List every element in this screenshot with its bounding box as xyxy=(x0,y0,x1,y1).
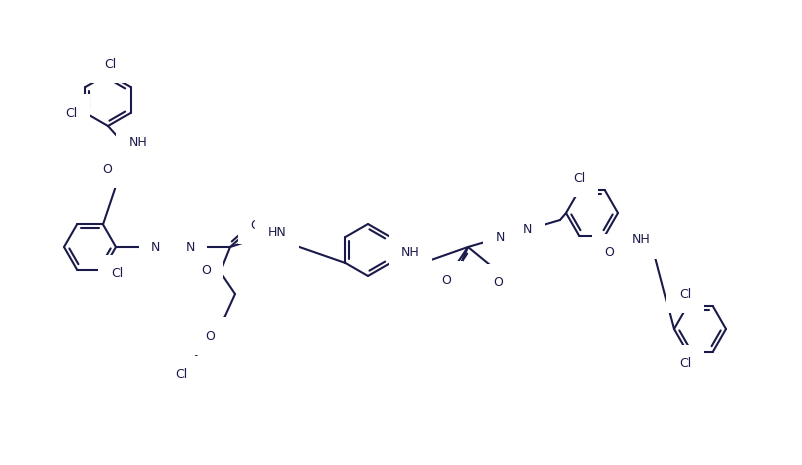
Text: N: N xyxy=(495,231,504,244)
Text: O: O xyxy=(102,162,111,175)
Text: Cl: Cl xyxy=(572,172,585,185)
Text: HN: HN xyxy=(267,226,286,239)
Text: Cl: Cl xyxy=(678,288,691,301)
Text: Cl: Cl xyxy=(678,357,691,370)
Text: N: N xyxy=(185,240,195,253)
Text: NH: NH xyxy=(631,233,650,246)
Text: Cl: Cl xyxy=(103,58,116,71)
Text: Cl: Cl xyxy=(111,267,123,280)
Text: NH: NH xyxy=(401,246,419,259)
Text: O: O xyxy=(492,277,502,290)
Text: O: O xyxy=(249,219,260,232)
Text: N: N xyxy=(522,223,532,236)
Text: O: O xyxy=(200,264,211,277)
Text: N: N xyxy=(151,240,160,253)
Text: Cl: Cl xyxy=(65,106,78,120)
Text: NH: NH xyxy=(128,135,148,148)
Text: O: O xyxy=(205,330,215,343)
Text: Cl: Cl xyxy=(175,368,187,381)
Text: O: O xyxy=(440,273,451,286)
Text: O: O xyxy=(603,246,614,259)
